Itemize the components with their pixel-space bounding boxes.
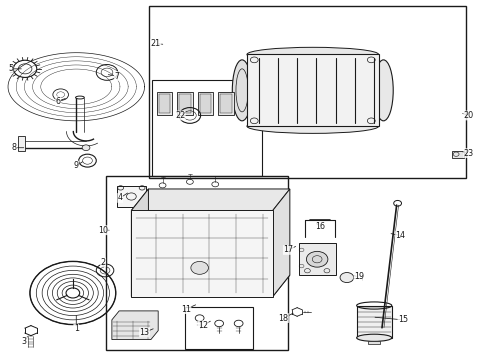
Text: 19: 19 xyxy=(353,272,364,281)
Bar xyxy=(220,94,231,113)
Bar xyxy=(356,306,391,338)
Polygon shape xyxy=(131,211,272,297)
Polygon shape xyxy=(18,136,25,151)
Text: 12: 12 xyxy=(198,321,208,330)
Ellipse shape xyxy=(246,119,378,134)
Bar xyxy=(197,92,213,116)
Text: 20: 20 xyxy=(463,111,473,120)
Text: 15: 15 xyxy=(397,315,407,324)
Bar xyxy=(218,92,233,116)
Text: 14: 14 xyxy=(395,231,405,240)
Text: 4: 4 xyxy=(118,193,122,202)
Circle shape xyxy=(339,273,353,283)
Bar xyxy=(105,176,288,350)
Polygon shape xyxy=(112,311,158,339)
Bar xyxy=(149,6,466,178)
Text: 16: 16 xyxy=(314,222,325,231)
Polygon shape xyxy=(451,150,463,158)
Text: 10: 10 xyxy=(98,226,108,235)
Polygon shape xyxy=(117,186,146,207)
Text: 9: 9 xyxy=(74,161,79,170)
Bar xyxy=(152,80,261,176)
Polygon shape xyxy=(131,189,289,211)
Text: 21: 21 xyxy=(150,39,161,48)
Bar xyxy=(177,92,192,116)
Text: 8: 8 xyxy=(12,143,17,152)
Polygon shape xyxy=(131,275,289,297)
Text: 1: 1 xyxy=(74,324,79,333)
Polygon shape xyxy=(299,243,335,275)
Circle shape xyxy=(82,145,90,150)
Circle shape xyxy=(306,251,327,267)
Ellipse shape xyxy=(356,334,391,341)
Circle shape xyxy=(190,261,208,274)
Bar xyxy=(122,189,141,204)
Ellipse shape xyxy=(246,47,378,62)
Text: 3: 3 xyxy=(21,337,26,346)
Polygon shape xyxy=(131,189,148,297)
Ellipse shape xyxy=(373,60,392,121)
Bar xyxy=(157,92,172,116)
Text: 6: 6 xyxy=(56,96,61,105)
Text: 5: 5 xyxy=(8,64,13,73)
Text: 13: 13 xyxy=(139,328,149,337)
Bar xyxy=(184,307,253,348)
Bar xyxy=(158,94,170,113)
Polygon shape xyxy=(272,189,289,297)
Polygon shape xyxy=(246,54,378,126)
Text: 7: 7 xyxy=(114,72,119,81)
Text: 23: 23 xyxy=(463,149,473,158)
Ellipse shape xyxy=(232,60,251,121)
Text: 18: 18 xyxy=(278,314,288,323)
Text: 17: 17 xyxy=(283,246,293,255)
Bar xyxy=(199,94,211,113)
Text: 22: 22 xyxy=(175,111,185,120)
Bar xyxy=(179,94,190,113)
Polygon shape xyxy=(367,341,379,344)
Text: 11: 11 xyxy=(181,305,191,314)
Text: 2: 2 xyxy=(101,258,105,267)
